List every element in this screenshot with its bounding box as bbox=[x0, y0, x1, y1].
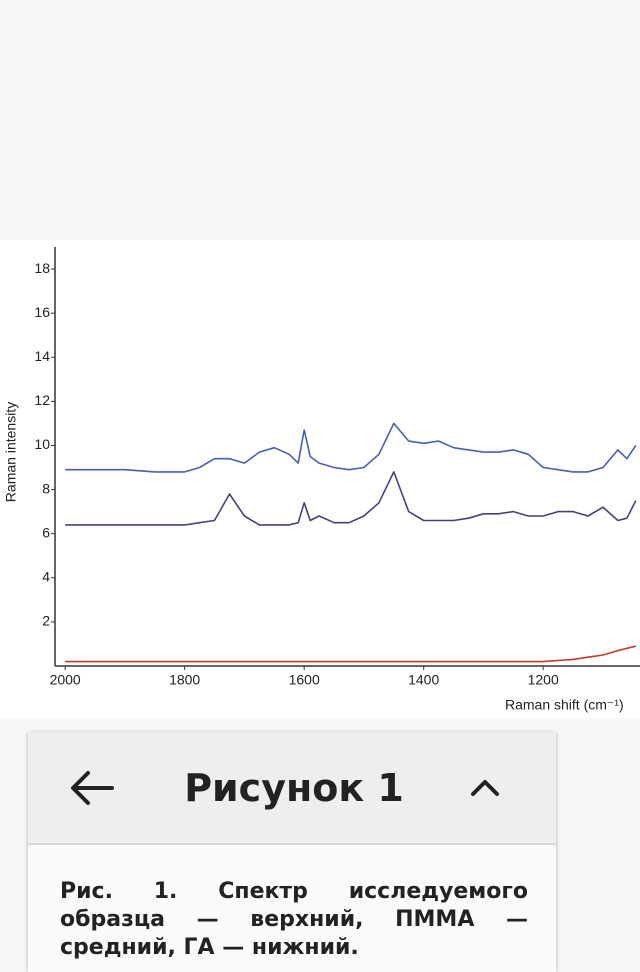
y-tick-label: 4 bbox=[42, 568, 50, 584]
y-tick-label: 8 bbox=[42, 480, 50, 496]
y-tick-label: 16 bbox=[34, 304, 50, 320]
y-tick-label: 18 bbox=[34, 260, 50, 276]
y-tick-label: 2 bbox=[42, 613, 50, 629]
x-tick-label: 1400 bbox=[408, 672, 439, 688]
panel-title: Рисунок 1 bbox=[184, 766, 404, 810]
spectrum-line bbox=[65, 645, 636, 663]
x-tick-label: 1800 bbox=[169, 672, 200, 688]
figure-caption: Рис. 1. Спектр исследуемого образца — ве… bbox=[60, 879, 528, 960]
chart: Raman intensity Raman shift (cm⁻¹) 2 4 6 8 1… bbox=[0, 240, 640, 718]
y-tick-label: 6 bbox=[42, 524, 50, 540]
x-tick-label: 1600 bbox=[289, 672, 320, 688]
y-tick-label: 12 bbox=[34, 392, 50, 408]
y-tick-label: 14 bbox=[34, 348, 50, 364]
x-axis-label: Raman shift (cm⁻¹) bbox=[505, 697, 624, 713]
x-tick-label: 2000 bbox=[50, 672, 81, 688]
back-button[interactable] bbox=[68, 768, 114, 808]
y-tick-label: 10 bbox=[34, 436, 50, 452]
collapse-button[interactable] bbox=[468, 768, 502, 808]
y-axis-label: Raman intensity bbox=[3, 402, 19, 502]
spectrum-line bbox=[65, 471, 637, 526]
panel-header: Рисунок 1 bbox=[28, 732, 556, 845]
x-tick-label: 1200 bbox=[528, 672, 559, 688]
spectrum-line bbox=[65, 422, 637, 473]
figure-panel: Рисунок 1 Рис. 1. Спектр исследуемого об… bbox=[28, 732, 556, 972]
